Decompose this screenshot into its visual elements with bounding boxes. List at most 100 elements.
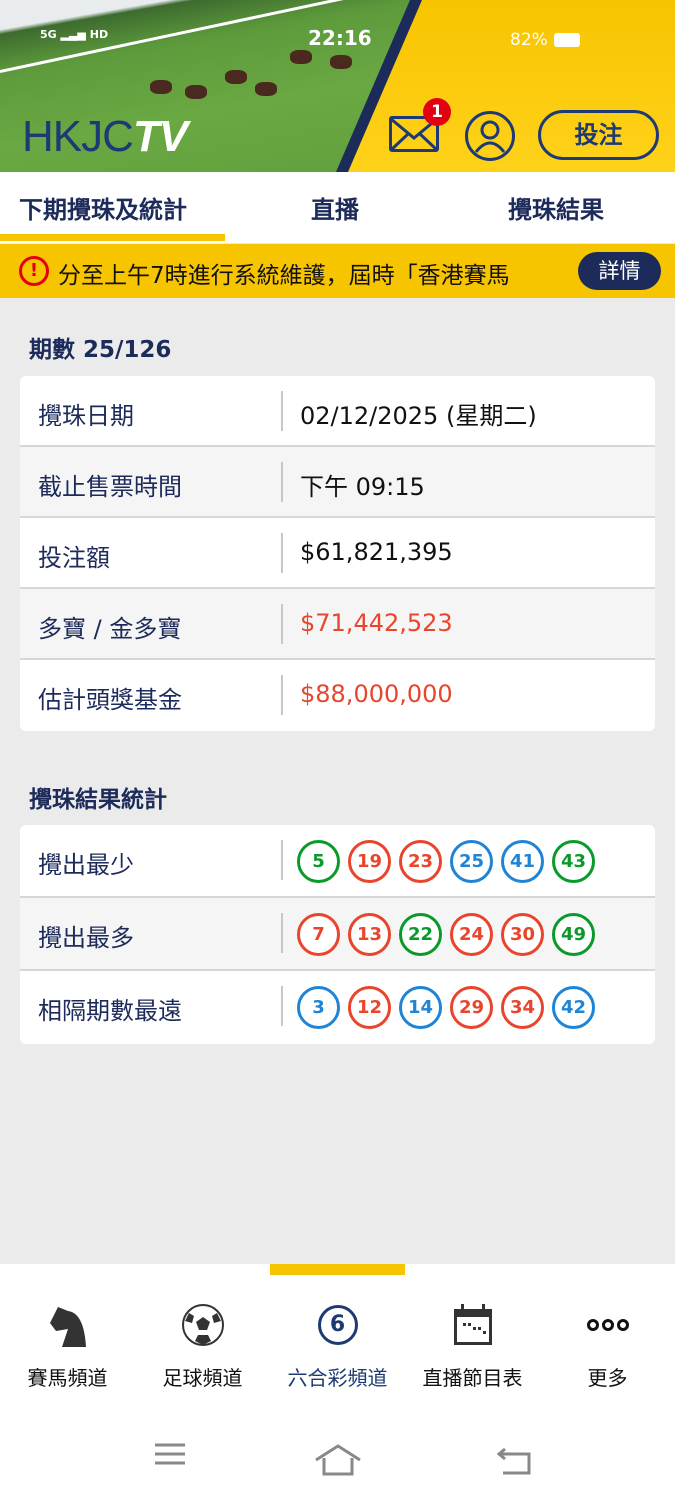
notice-text: 分至上午7時進行系統維護，屆時「香港賽馬 <box>58 263 510 289</box>
horse <box>150 80 172 94</box>
row-value: 下午 09:15 <box>300 473 425 501</box>
signal-text: 5G <box>40 28 57 41</box>
nav-more[interactable]: 更多 <box>540 1300 675 1391</box>
ball-list: 7 13 22 24 30 49 <box>297 913 595 956</box>
nav-label: 直播節目表 <box>422 1366 523 1390</box>
tab-live[interactable]: 直播 <box>311 196 359 224</box>
number-ball: 23 <box>399 840 442 883</box>
info-row: 估計頭獎基金 $88,000,000 <box>20 660 655 731</box>
nav-football[interactable]: 足球頻道 <box>135 1300 270 1391</box>
header: 5G ▂▃▅ HD 22:16 82% HKJCTV 1 投注 <box>0 0 675 172</box>
row-label: 投注額 <box>38 544 110 572</box>
number-ball: 34 <box>501 986 544 1029</box>
nav-label: 更多 <box>587 1366 628 1390</box>
nav-label: 六合彩頻道 <box>287 1366 388 1390</box>
tab-results[interactable]: 攪珠結果 <box>508 196 604 224</box>
row-label: 估計頭獎基金 <box>38 686 182 714</box>
home-icon[interactable] <box>314 1444 362 1476</box>
row-label: 攪珠日期 <box>38 402 134 430</box>
stats-row: 攪出最多 7 13 22 24 30 49 <box>20 898 655 971</box>
horse <box>290 50 312 64</box>
football-icon <box>135 1300 270 1350</box>
draw-info-card: 攪珠日期 02/12/2025 (星期二) 截止售票時間 下午 09:15 投注額 $… <box>20 376 655 731</box>
number-ball: 41 <box>501 840 544 883</box>
stats-row: 相隔期數最遠 3 12 14 29 34 42 <box>20 971 655 1044</box>
hd-text: HD <box>89 28 109 41</box>
bet-button[interactable]: 投注 <box>538 110 659 160</box>
notification-badge: 1 <box>423 98 451 126</box>
mark-six-icon: 6 <box>270 1300 405 1350</box>
number-ball: 25 <box>450 840 493 883</box>
row-value: $71,442,523 <box>300 609 453 637</box>
bottom-nav: 賽馬頻道 足球頻道 6 六合彩頻道 直播節目表 更多 <box>0 1264 675 1500</box>
row-value: 02/12/2025 (星期二) <box>300 402 537 430</box>
user-icon[interactable] <box>465 111 515 161</box>
divider <box>281 840 283 880</box>
warning-icon: ! <box>19 256 49 286</box>
row-label: 多寶 / 金多寶 <box>38 615 182 643</box>
nav-mark-six[interactable]: 6 六合彩頻道 <box>270 1300 405 1391</box>
number-ball: 12 <box>348 986 391 1029</box>
tab-bar: 下期攪珠及統計 直播 攪珠結果 <box>0 172 675 243</box>
battery-status: 82% <box>510 30 580 50</box>
mail-icon[interactable] <box>389 116 439 152</box>
divider <box>281 462 283 502</box>
number-ball: 19 <box>348 840 391 883</box>
number-ball: 49 <box>552 913 595 956</box>
battery-icon <box>553 33 580 47</box>
battery-text: 82% <box>510 30 548 50</box>
stats-row: 攪出最少 5 19 23 25 41 43 <box>20 825 655 898</box>
number-ball: 5 <box>297 840 340 883</box>
nav-racing[interactable]: 賽馬頻道 <box>0 1300 135 1391</box>
number-ball: 22 <box>399 913 442 956</box>
calendar-icon <box>405 1300 540 1350</box>
notice-bar: ! 分至上午7時進行系統維護，屆時「香港賽馬 詳情 <box>0 244 675 298</box>
mark-six-icon-text: 6 <box>317 1305 358 1345</box>
divider <box>281 986 283 1026</box>
number-ball: 43 <box>552 840 595 883</box>
info-row: 截止售票時間 下午 09:15 <box>20 447 655 518</box>
divider <box>281 604 283 644</box>
active-tab-indicator <box>0 234 225 241</box>
number-ball: 13 <box>348 913 391 956</box>
nav-label: 賽馬頻道 <box>27 1366 108 1390</box>
number-ball: 24 <box>450 913 493 956</box>
row-label: 攪出最多 <box>38 924 134 952</box>
horse <box>330 55 352 69</box>
tab-next-draw[interactable]: 下期攪珠及統計 <box>19 196 187 224</box>
nav-label: 足球頻道 <box>162 1366 243 1390</box>
row-label: 攪出最少 <box>38 851 134 879</box>
detail-button[interactable]: 詳情 <box>578 252 661 290</box>
logo-text: HKJC <box>22 112 134 161</box>
row-label: 相隔期數最遠 <box>38 997 182 1025</box>
number-ball: 14 <box>399 986 442 1029</box>
more-icon <box>540 1300 675 1350</box>
nav-schedule[interactable]: 直播節目表 <box>405 1300 540 1391</box>
stats-title: 攪珠結果統計 <box>29 787 167 813</box>
number-ball: 30 <box>501 913 544 956</box>
divider <box>281 913 283 953</box>
recent-apps-icon[interactable] <box>153 1440 187 1468</box>
racing-banner-image <box>0 0 420 172</box>
number-ball: 7 <box>297 913 340 956</box>
row-value: $88,000,000 <box>300 680 453 708</box>
logo-tv-text: TV <box>132 112 188 161</box>
horse <box>225 70 247 84</box>
back-icon[interactable] <box>497 1447 533 1475</box>
number-ball: 29 <box>450 986 493 1029</box>
row-label: 截止售票時間 <box>38 473 182 501</box>
stats-card: 攪出最少 5 19 23 25 41 43 攪出最多 7 13 22 24 30 49 相隔期數最遠 3 1… <box>20 825 655 1044</box>
signal-indicator: 5G ▂▃▅ HD <box>40 28 109 41</box>
horse <box>185 85 207 99</box>
hkjc-tv-logo: HKJCTV <box>22 112 188 162</box>
info-row: 攪珠日期 02/12/2025 (星期二) <box>20 376 655 447</box>
active-nav-indicator <box>270 1264 405 1275</box>
info-row: 投注額 $61,821,395 <box>20 518 655 589</box>
draw-number-title: 期數 25/126 <box>29 337 172 363</box>
number-ball: 3 <box>297 986 340 1029</box>
horse-icon <box>0 1300 135 1350</box>
row-value: $61,821,395 <box>300 538 453 566</box>
divider <box>281 391 283 431</box>
status-time: 22:16 <box>308 26 372 50</box>
horse <box>255 82 277 96</box>
